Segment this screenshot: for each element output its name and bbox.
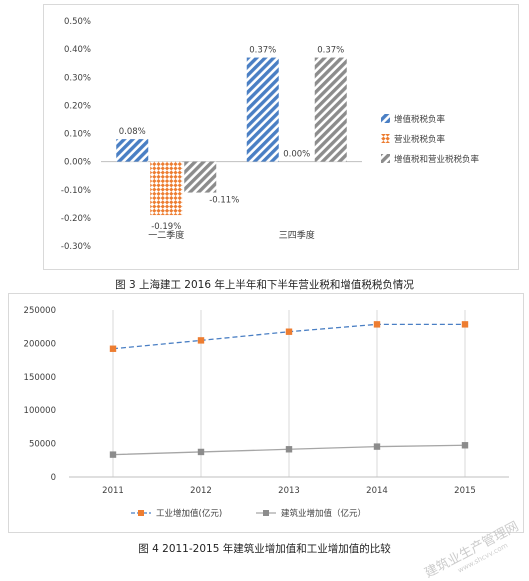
- data-point: [197, 337, 205, 344]
- y-tick-label: 50000: [29, 440, 56, 450]
- y-tick-label: 0.30%: [64, 73, 91, 83]
- data-point: [285, 446, 293, 453]
- data-label: 0.08%: [119, 127, 146, 137]
- legend-label: 增值税税负率: [394, 114, 446, 125]
- bar: [150, 161, 183, 216]
- y-tick-label: 0.20%: [64, 101, 91, 111]
- y-tick-label: 0: [51, 473, 56, 483]
- figure-3-caption: 图 3 上海建工 2016 年上半年和下半年营业税和增值税税负情况: [115, 279, 414, 291]
- data-point: [373, 321, 381, 328]
- x-category-label: 一二季度: [148, 229, 184, 241]
- legend-label: 建筑业增加值（亿元）: [281, 508, 366, 519]
- tax-burden-bar-chart: 0.50% 0.40% 0.30% 0.20% 0.10% 0.00% -0.10% -0.2…: [61, 17, 480, 252]
- y-tick-label: 0.10%: [64, 130, 91, 140]
- legend-swatch: [381, 154, 390, 163]
- data-point: [285, 328, 293, 335]
- x-tick-label: 2015: [454, 486, 476, 496]
- line-chart-panel: 250000 200000 150000 100000 50000 0 2011 2012 20…: [8, 293, 524, 533]
- data-label: 0.37%: [317, 46, 344, 56]
- y-tick-label: 0.50%: [64, 17, 91, 27]
- y-tick-label: 0.40%: [64, 45, 91, 55]
- data-label: -0.19%: [151, 222, 181, 232]
- data-point: [109, 451, 117, 458]
- x-tick-label: 2012: [190, 486, 212, 496]
- figure-4-caption: 图 4 2011-2015 年建筑业增加值和工业增加值的比较: [138, 543, 391, 555]
- bar-chart-panel: 0.50% 0.40% 0.30% 0.20% 0.10% 0.00% -0.10% -0.2…: [43, 4, 519, 270]
- y-tick-label: -0.30%: [61, 242, 91, 252]
- y-tick-label: 100000: [24, 406, 56, 416]
- y-tick-label: 150000: [24, 373, 56, 383]
- data-label: 0.37%: [249, 46, 276, 56]
- data-label: 0.00%: [283, 150, 310, 160]
- data-point: [373, 443, 381, 450]
- value-added-line-chart: 250000 200000 150000 100000 50000 0 2011 2012 20…: [24, 306, 509, 519]
- legend-marker: [263, 510, 269, 516]
- x-tick-label: 2014: [366, 486, 388, 496]
- y-tick-label: 250000: [24, 306, 56, 316]
- data-point: [461, 321, 469, 328]
- legend-label: 增值税和营业税税负率: [394, 154, 480, 165]
- data-point: [461, 442, 469, 449]
- y-tick-label: 200000: [24, 339, 56, 349]
- x-tick-label: 2011: [102, 486, 124, 496]
- data-label: -0.11%: [209, 196, 239, 206]
- legend-swatch: [381, 114, 390, 123]
- x-tick-label: 2013: [278, 486, 300, 496]
- legend-swatch: [381, 134, 390, 143]
- x-category-label: 三四季度: [279, 229, 315, 241]
- legend-marker: [138, 510, 144, 516]
- data-point: [197, 448, 205, 456]
- y-tick-label: 0.00%: [64, 158, 91, 168]
- bar: [116, 139, 149, 162]
- data-point: [109, 345, 117, 352]
- y-tick-label: -0.10%: [61, 186, 91, 196]
- y-tick-label: -0.20%: [61, 214, 91, 224]
- legend-label: 营业税税负率: [394, 134, 446, 145]
- bar: [314, 57, 347, 162]
- legend-label: 工业增加值(亿元): [156, 508, 222, 519]
- bar: [184, 161, 217, 193]
- bar: [246, 57, 279, 162]
